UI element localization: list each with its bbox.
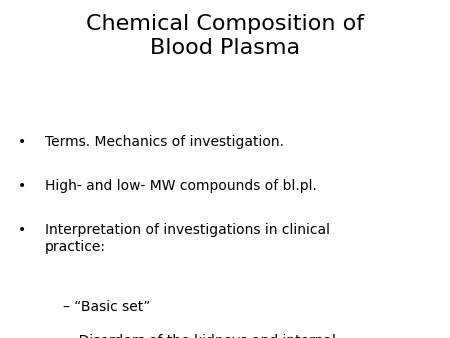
Text: Chemical Composition of
Blood Plasma: Chemical Composition of Blood Plasma [86,14,364,58]
Text: •: • [18,179,26,193]
Text: High- and low- MW compounds of bl.pl.: High- and low- MW compounds of bl.pl. [45,179,317,193]
Text: – “Basic set”: – “Basic set” [63,300,150,314]
Text: •: • [18,135,26,149]
Text: Interpretation of investigations in clinical
practice:: Interpretation of investigations in clin… [45,223,330,255]
Text: –  Disorders of the kidneys and internal
   environment: – Disorders of the kidneys and internal … [63,334,336,338]
Text: •: • [18,223,26,237]
Text: Terms. Mechanics of investigation.: Terms. Mechanics of investigation. [45,135,284,149]
